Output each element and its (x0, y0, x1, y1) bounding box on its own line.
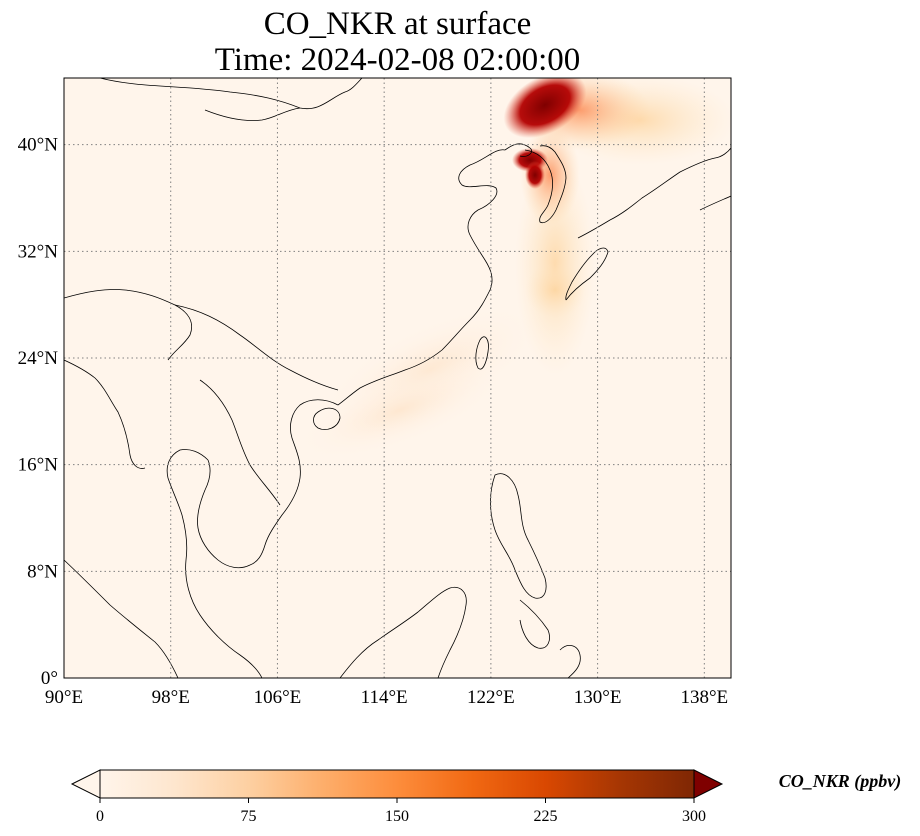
border-mongolia (204, 107, 301, 121)
lon-tick-label: 90°E (45, 687, 83, 708)
japan-kyushu (565, 247, 609, 301)
lat-tick-label: 0° (41, 668, 58, 689)
lat-tick-label: 24°N (18, 348, 59, 369)
colorbar-tick-label: 150 (385, 808, 409, 825)
plume-core-peninsula (525, 161, 545, 189)
japan-east (699, 195, 731, 211)
lon-tick-label: 106°E (254, 687, 302, 708)
colorbar-ramp (100, 770, 694, 798)
china-coast (337, 149, 506, 406)
bohai-coast (504, 143, 533, 157)
colorbar-tick-label: 75 (241, 808, 257, 825)
lat-tick-label: 32°N (18, 241, 59, 262)
myanmar-coast (64, 359, 146, 469)
lon-tick-label: 138°E (680, 687, 728, 708)
lon-tick-labels: 90°E 98°E 106°E 114°E 122°E 130°E 138°E (45, 687, 728, 708)
border-laos (199, 379, 281, 506)
malay-peninsula (166, 449, 263, 678)
colorbar-title: CO_NKR (ppbv) (779, 771, 902, 792)
colorbar: 0 75 150 225 300 CO_NKR (ppbv) (70, 769, 902, 825)
korea-coast (524, 145, 567, 224)
border-north (99, 78, 363, 110)
lat-tick-label: 40°N (18, 135, 59, 156)
plume-faint-south2 (295, 360, 505, 460)
colorbar-tick-label: 300 (682, 808, 706, 825)
sulawesi (559, 645, 581, 678)
border-china-south (174, 304, 339, 391)
lat-tick-labels: 0° 8°N 16°N 24°N 32°N 40°N (18, 135, 59, 689)
colorbar-extend-low (70, 769, 101, 799)
chart-title-line1: CO_NKR at surface (263, 6, 532, 42)
taiwan (475, 336, 489, 370)
philippines (490, 473, 547, 599)
sumatra (64, 559, 179, 678)
map-frame (63, 77, 732, 679)
gulf-thailand (197, 459, 251, 569)
lat-tick-label: 8°N (27, 561, 58, 582)
colorbar-tick-label: 225 (534, 808, 558, 825)
colorbar-extend-high (693, 769, 724, 799)
japan-honshu (577, 147, 731, 239)
coastlines (64, 78, 731, 678)
colorbar-ticks: 0 75 150 225 300 (96, 798, 706, 825)
plume-light-spot (525, 262, 585, 318)
vietnam-coast (249, 399, 339, 566)
lon-tick-label: 122°E (467, 687, 515, 708)
lon-tick-label: 98°E (152, 687, 190, 708)
plume-core-north (503, 78, 587, 139)
lon-tick-label: 130°E (574, 687, 622, 708)
colorbar-tick-label: 0 (96, 808, 104, 825)
mindanao (519, 599, 550, 649)
hainan (313, 407, 341, 430)
lon-tick-label: 114°E (361, 687, 408, 708)
concentration-field (295, 78, 731, 460)
lat-tick-label: 16°N (18, 455, 59, 476)
chart-title-line2: Time: 2024-02-08 02:00:00 (214, 42, 581, 78)
borneo (339, 586, 467, 678)
